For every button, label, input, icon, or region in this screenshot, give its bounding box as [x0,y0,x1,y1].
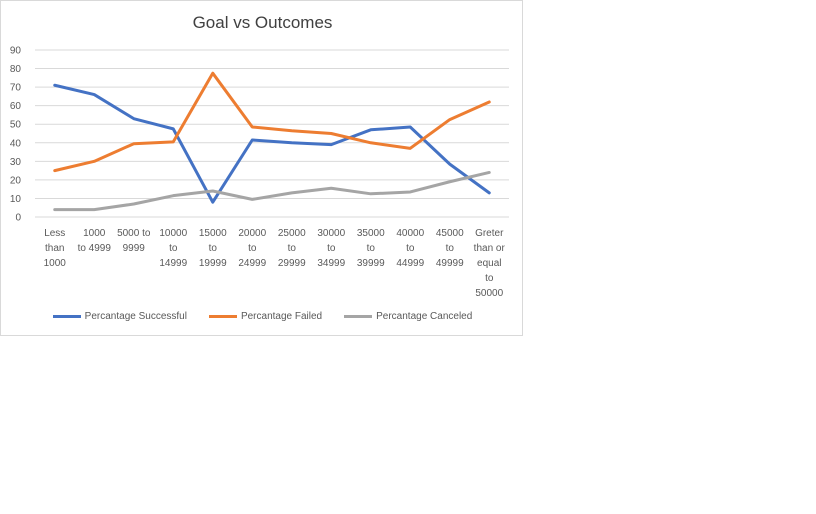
series-line [53,83,491,204]
series-line [53,170,491,212]
legend-swatch [208,315,237,318]
y-tick-label: 0 [15,213,21,224]
legend: Percantage Successful Percantage Failed Pe… [1,311,524,322]
legend-swatch [344,315,373,318]
legend-label: Percantage Failed [240,311,323,322]
x-tick-label: 30000 to 34999 [317,228,345,269]
x-tick-label: 35000 to 39999 [357,228,385,269]
y-tick-label: 30 [10,157,22,168]
y-tick-label: 40 [10,138,22,149]
x-tick-label: Less than 1000 [44,228,67,269]
x-tick-label: 5000 to 9999 [117,228,151,254]
legend-item: Percantage Successful [52,311,187,322]
y-tick-label: 90 [10,46,22,57]
x-tick-label: 20000 to 24999 [238,228,266,269]
x-tick-label: 1000 to 4999 [78,228,112,254]
x-tick-label: 45000 to 49999 [436,228,464,269]
legend-item: Percantage Failed [208,311,323,322]
y-tick-label: 80 [10,64,22,75]
legend-label: Percantage Successful [84,311,187,322]
x-tick-label: 40000 to 44999 [396,228,424,269]
legend-item: Percantage Canceled [344,311,472,322]
x-tick-label: Greter than or equal to 50000 [474,228,506,299]
y-tick-label: 70 [10,83,22,94]
chart-title: Goal vs Outcomes [192,13,333,32]
y-tick-label: 20 [10,175,22,186]
y-tick-label: 60 [10,101,22,112]
chart-area: Goal vs Outcomes 0 10 20 30 40 50 60 70 80 90 Less… [0,0,523,336]
y-tick-label: 50 [10,120,22,131]
y-tick-label: 10 [10,194,22,205]
x-tick-label: 15000 to 19999 [199,228,227,269]
series-line [53,71,491,173]
x-tick-label: 25000 to 29999 [278,228,306,269]
plot-area: 0 10 20 30 40 50 60 70 80 90 Less than 1000 1000 to 49… [10,46,509,299]
legend-swatch [52,315,81,318]
x-tick-label: 10000 to 14999 [159,228,187,269]
legend-label: Percantage Canceled [376,311,473,322]
